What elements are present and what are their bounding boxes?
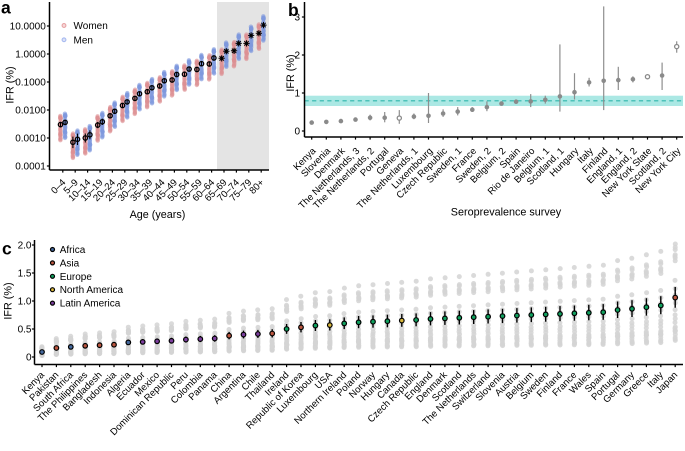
svg-text:0.1000: 0.1000 bbox=[15, 78, 46, 89]
svg-text:0.0100: 0.0100 bbox=[15, 106, 46, 117]
svg-text:b: b bbox=[288, 0, 299, 20]
svg-text:3: 3 bbox=[294, 13, 300, 24]
svg-text:0.0001: 0.0001 bbox=[15, 162, 46, 173]
svg-text:Europe: Europe bbox=[60, 272, 93, 283]
svg-text:IFR (%): IFR (%) bbox=[285, 54, 297, 91]
svg-text:1: 1 bbox=[294, 89, 300, 100]
svg-text:Asia: Asia bbox=[60, 258, 80, 269]
svg-text:2.0: 2.0 bbox=[18, 241, 32, 252]
svg-text:Age (years): Age (years) bbox=[130, 209, 186, 221]
svg-text:IFR (%): IFR (%) bbox=[5, 66, 17, 103]
svg-text:Women: Women bbox=[74, 21, 108, 32]
svg-text:1.0: 1.0 bbox=[18, 297, 32, 308]
svg-text:Africa: Africa bbox=[60, 245, 86, 256]
svg-text:c: c bbox=[2, 239, 12, 259]
svg-text:IFR (%): IFR (%) bbox=[3, 282, 15, 319]
svg-text:a: a bbox=[1, 0, 11, 18]
svg-text:1.5: 1.5 bbox=[18, 269, 32, 280]
svg-text:North America: North America bbox=[60, 285, 124, 296]
svg-text:0.5: 0.5 bbox=[18, 325, 32, 336]
svg-text:0: 0 bbox=[26, 353, 32, 364]
svg-text:0: 0 bbox=[294, 127, 300, 138]
svg-text:2: 2 bbox=[294, 51, 300, 62]
svg-text:1.0000: 1.0000 bbox=[15, 50, 46, 61]
svg-text:0.0010: 0.0010 bbox=[15, 134, 46, 145]
svg-text:Men: Men bbox=[74, 35, 93, 46]
svg-text:Latin America: Latin America bbox=[60, 299, 121, 310]
svg-text:Seroprevalence survey: Seroprevalence survey bbox=[451, 207, 562, 219]
svg-text:10.0000: 10.0000 bbox=[10, 22, 47, 33]
